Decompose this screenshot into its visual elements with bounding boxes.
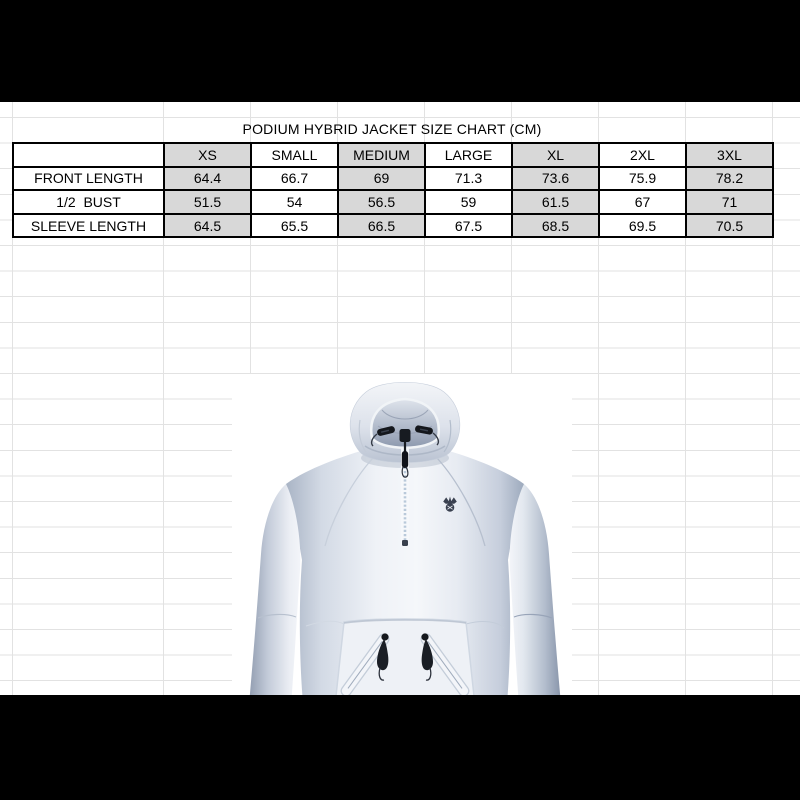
- size-cell: 75.9: [598, 165, 687, 192]
- hood-toggle-left-icon: [370, 426, 395, 447]
- letterbox-bottom: [0, 695, 800, 800]
- header-row: XS SMALL MEDIUM LARGE XL 2XL 3XL: [12, 142, 774, 168]
- row-label-half-bust: 1/2 BUST: [12, 189, 165, 215]
- row-label-front-length: FRONT LENGTH: [12, 165, 165, 192]
- size-cell: 73.6: [511, 165, 600, 192]
- size-cell: 71.3: [424, 165, 513, 192]
- column-header-xl: XL: [511, 142, 600, 168]
- column-header-small: SMALL: [250, 142, 339, 168]
- pocket-zipper-pull-left-icon: [377, 633, 389, 681]
- grid-left-column-line: [12, 102, 13, 695]
- table-row-sleeve-length: SLEEVE LENGTH 64.5 65.5 66.5 67.5 68.5 6…: [12, 212, 774, 239]
- size-cell: 69.5: [598, 212, 687, 239]
- size-chart-table: XS SMALL MEDIUM LARGE XL 2XL 3XL FRONT L…: [12, 142, 774, 239]
- size-cell: 51.5: [163, 189, 252, 215]
- size-cell: 71: [685, 189, 774, 215]
- size-cell: 54: [250, 189, 339, 215]
- jacket-illustration: [249, 381, 561, 695]
- size-cell: 59: [424, 189, 513, 215]
- letterbox-top: [0, 0, 800, 102]
- brand-logo-icon: [443, 496, 457, 512]
- jacket-sleeve-left: [249, 484, 301, 695]
- size-cell: 67.5: [424, 212, 513, 239]
- product-image-jacket: [232, 374, 572, 695]
- size-cell: 70.5: [685, 212, 774, 239]
- kangaroo-pocket: [335, 618, 475, 695]
- size-cell: 78.2: [685, 165, 774, 192]
- column-header-xs: XS: [163, 142, 252, 168]
- column-header-3xl: 3XL: [685, 142, 774, 168]
- size-cell: 68.5: [511, 212, 600, 239]
- hood-toggle-right-icon: [415, 425, 440, 446]
- half-zipper: [399, 429, 411, 546]
- row-label-sleeve-length: SLEEVE LENGTH: [12, 212, 165, 239]
- pocket-zipper-pull-right-icon: [421, 633, 433, 681]
- table-row-half-bust: 1/2 BUST 51.5 54 56.5 59 61.5 67 71: [12, 189, 774, 215]
- size-cell: 56.5: [337, 189, 426, 215]
- size-cell: 65.5: [250, 212, 339, 239]
- jacket-sleeve-right: [509, 484, 561, 695]
- size-cell: 64.5: [163, 212, 252, 239]
- column-header-medium: MEDIUM: [337, 142, 426, 168]
- zipper-slider-icon: [399, 429, 411, 478]
- size-cell: 66.7: [250, 165, 339, 192]
- size-cell: 69: [337, 165, 426, 192]
- size-cell: 67: [598, 189, 687, 215]
- corner-cell: [12, 142, 165, 168]
- size-cell: 66.5: [337, 212, 426, 239]
- spreadsheet-area: PODIUM HYBRID JACKET SIZE CHART (CM) XS …: [0, 102, 800, 695]
- jacket-hood: [349, 381, 461, 463]
- size-cell: 61.5: [511, 189, 600, 215]
- table-row-front-length: FRONT LENGTH 64.4 66.7 69 71.3 73.6 75.9…: [12, 165, 774, 192]
- size-chart-title: PODIUM HYBRID JACKET SIZE CHART (CM): [242, 121, 542, 137]
- size-cell: 64.4: [163, 165, 252, 192]
- column-header-large: LARGE: [424, 142, 513, 168]
- column-header-2xl: 2XL: [598, 142, 687, 168]
